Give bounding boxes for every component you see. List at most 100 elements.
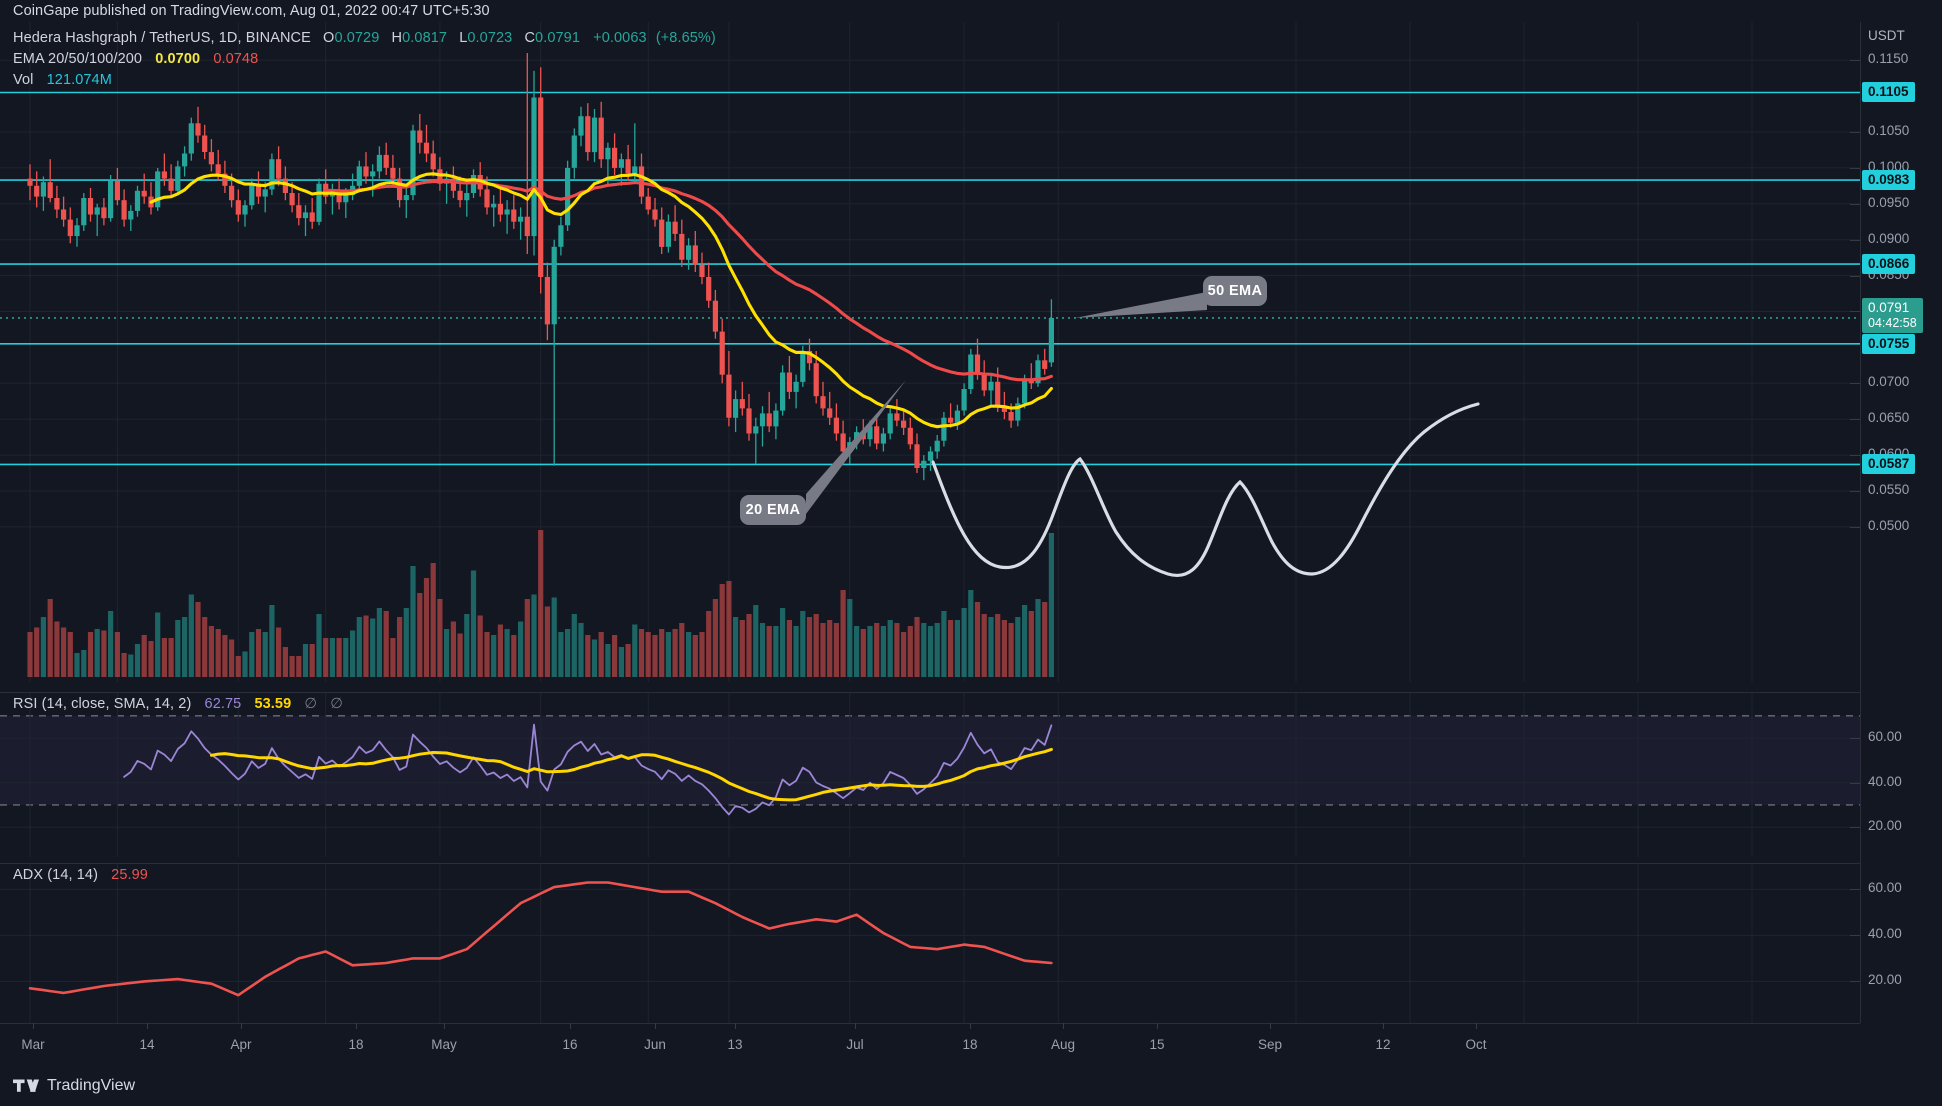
candle-body — [87, 198, 94, 215]
tradingview-brand-label: TradingView — [47, 1076, 136, 1094]
volume-bar — [269, 605, 275, 677]
candle-body — [215, 164, 221, 174]
volume-bar — [87, 632, 94, 677]
volume-bar — [565, 629, 571, 677]
volume-bar — [786, 620, 792, 677]
ema-legend[interactable]: EMA 20/50/100/200 0.0700 0.0748 — [13, 51, 258, 67]
candle-body — [739, 399, 745, 409]
candle-body — [309, 212, 315, 222]
level-price-tag[interactable]: 0.0755 — [1862, 333, 1916, 354]
candle-body — [914, 444, 920, 468]
adx-pane[interactable]: ADX (14, 14) 25.99 — [0, 863, 1860, 1023]
candle-body — [578, 116, 584, 136]
level-price-tag[interactable]: 0.1105 — [1862, 82, 1915, 103]
candle-body — [430, 153, 436, 170]
candle-body — [141, 190, 147, 197]
candle-body — [175, 166, 181, 191]
volume-bar — [1048, 533, 1054, 677]
candle-body — [504, 209, 510, 215]
adx-chart-canvas[interactable] — [0, 863, 1860, 1023]
price-axis-tick-label: 0.0950 — [1868, 194, 1910, 210]
candle-body — [417, 130, 423, 143]
candle-body — [403, 195, 409, 201]
price-pane[interactable]: Hedera Hashgraph / TetherUS, 1D, BINANCE… — [0, 22, 1860, 682]
candle-body — [988, 381, 994, 391]
candle-body — [813, 363, 819, 397]
ema-legend-title: EMA 20/50/100/200 — [13, 51, 143, 67]
rsi-axis-tick-label: 60.00 — [1868, 729, 1902, 745]
time-axis-label: Jun — [644, 1037, 666, 1052]
annotation-50-ema[interactable]: 50 EMA — [1203, 276, 1267, 306]
volume-bar — [598, 632, 604, 677]
volume-bar — [827, 620, 833, 677]
volume-bar — [726, 581, 732, 677]
rsi-legend[interactable]: RSI (14, close, SMA, 14, 2) 62.75 53.59 … — [13, 696, 343, 712]
volume-bar — [47, 599, 53, 677]
price-axis-tick — [1850, 419, 1860, 421]
price-axis-tick — [1850, 311, 1860, 313]
candle-body — [571, 135, 577, 168]
volume-bar — [699, 632, 705, 677]
volume-bar — [638, 629, 645, 677]
volume-bar — [578, 623, 584, 677]
candle-body — [34, 185, 40, 197]
ohlc-c-label: C — [524, 30, 536, 46]
ohlc-l-value: 0.0723 — [467, 30, 513, 46]
volume-bar — [1001, 620, 1007, 677]
candle-body — [101, 207, 107, 219]
time-axis-tick — [1476, 1023, 1477, 1029]
candle-body — [712, 300, 718, 332]
adx-legend[interactable]: ADX (14, 14) 25.99 — [13, 867, 148, 883]
annotation-20-ema[interactable]: 20 EMA — [740, 495, 806, 525]
price-tag-value: 0.0983 — [1868, 172, 1910, 188]
candle-body — [551, 246, 557, 325]
tradingview-brand[interactable]: TradingView — [13, 1077, 135, 1095]
time-axis[interactable]: Mar 14 Apr 18 May 16 Jun 13 Jul 18 Aug 15 Sep 12 Oct — [0, 1023, 1942, 1065]
candle-body — [302, 212, 309, 219]
volume-bar — [739, 620, 745, 677]
candle-body — [397, 178, 403, 201]
volume-legend[interactable]: Vol 121.074M — [13, 72, 112, 88]
volume-bar — [376, 608, 382, 677]
level-price-tag[interactable]: 0.0866 — [1862, 254, 1916, 275]
volume-bar — [255, 629, 262, 677]
volume-bar — [974, 602, 981, 677]
volume-bar — [518, 621, 524, 677]
rsi-axis-tick — [1850, 782, 1860, 784]
level-price-tag[interactable]: 0.0587 — [1862, 454, 1916, 475]
candle-body — [383, 154, 389, 168]
candle-body — [74, 225, 80, 237]
cup-and-handle-pattern — [931, 402, 1480, 577]
volume-bar — [706, 611, 712, 677]
rsi-pane[interactable]: RSI (14, close, SMA, 14, 2) 62.75 53.59 … — [0, 692, 1860, 857]
current-price-tag[interactable]: 0.0791 04:42:58 — [1862, 297, 1923, 333]
annotation-20-ema-pointer — [806, 380, 906, 514]
price-axis-tick-label: 0.0550 — [1868, 481, 1910, 497]
countdown-timer: 04:42:58 — [1868, 315, 1917, 330]
volume-bar — [383, 611, 389, 677]
candle-body — [974, 354, 981, 375]
price-chart-canvas[interactable] — [0, 22, 1860, 682]
volume-bar — [712, 599, 718, 677]
candle-body — [820, 396, 826, 409]
candle-body — [108, 180, 114, 219]
rsi-chart-canvas[interactable] — [0, 692, 1860, 857]
candle-body — [612, 147, 618, 168]
candle-body — [67, 219, 73, 237]
volume-bar — [618, 647, 624, 677]
candle-body — [229, 185, 235, 201]
time-axis-tick — [444, 1023, 445, 1029]
level-price-tag[interactable]: 0.0983 — [1862, 170, 1916, 191]
candle-body — [773, 410, 779, 427]
volume-bar — [242, 651, 248, 677]
candle-body — [376, 154, 382, 172]
volume-bar — [612, 635, 618, 677]
price-axis[interactable]: USDT 0.1150 0.1050 0.1000 0.0950 0.0900 0.085… — [1850, 22, 1942, 1023]
candle-body — [766, 413, 772, 427]
volume-bar — [195, 602, 201, 677]
volume-bar — [773, 626, 779, 677]
candle-body — [1035, 360, 1041, 384]
candle-body — [659, 219, 665, 247]
symbol-legend[interactable]: Hedera Hashgraph / TetherUS, 1D, BINANCE… — [13, 30, 716, 46]
candle-body — [390, 167, 396, 179]
